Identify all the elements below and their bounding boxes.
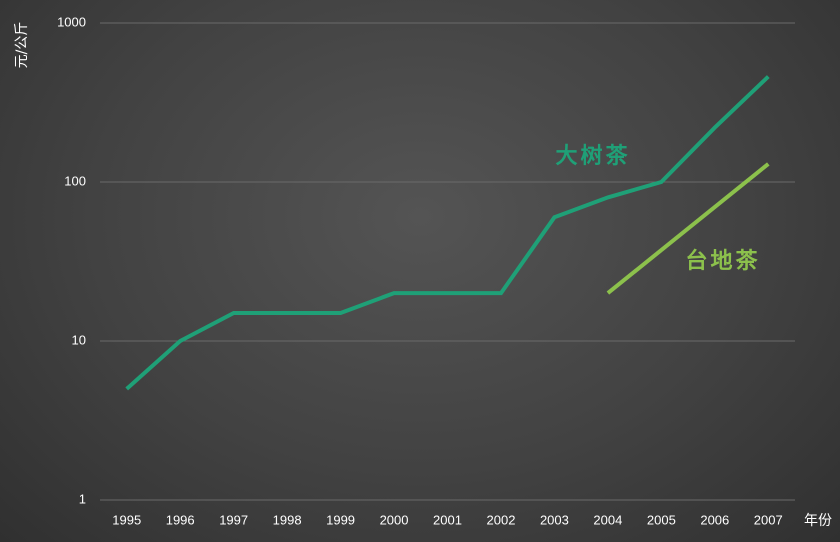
x-tick-label: 1998: [273, 512, 302, 527]
x-tick-label: 2002: [487, 512, 516, 527]
x-tick-label: 2007: [754, 512, 783, 527]
x-tick-label: 2004: [593, 512, 622, 527]
x-axis-ticks: 1995 1996 1997 1998 1999 2000 2001 2002 2003 2004…: [112, 512, 782, 527]
series-line-0: [125, 75, 770, 391]
x-tick-label: 1996: [166, 512, 195, 527]
x-tick-label: 1995: [112, 512, 141, 527]
y-axis-ticks: 1 10 100 1000: [57, 14, 86, 506]
series-label-taidicha: 台地茶: [685, 248, 760, 274]
x-tick-label: 2005: [647, 512, 676, 527]
x-tick-label: 2006: [700, 512, 729, 527]
y-tick-label: 100: [64, 173, 86, 188]
series-line-1: [606, 162, 770, 295]
x-tick-label: 2000: [380, 512, 409, 527]
gridlines: [100, 22, 795, 501]
y-tick-label: 1: [79, 491, 86, 506]
x-tick-label: 2001: [433, 512, 462, 527]
x-tick-label: 1999: [326, 512, 355, 527]
x-tick-label: 2003: [540, 512, 569, 527]
y-tick-label: 10: [72, 332, 86, 347]
x-tick-label: 1997: [219, 512, 248, 527]
y-tick-label: 1000: [57, 14, 86, 29]
series-lines: [125, 75, 770, 391]
series-label-dashuzha: 大树茶: [555, 143, 630, 169]
y-axis-title: 元/公斤: [14, 22, 30, 69]
x-axis-title: 年份: [804, 513, 832, 529]
